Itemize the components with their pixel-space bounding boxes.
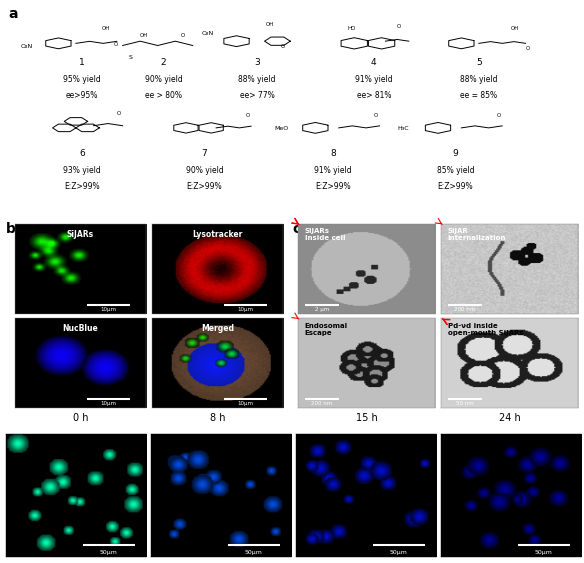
Text: 0 h: 0 h [72,413,88,423]
Text: ee>95%: ee>95% [65,91,98,100]
Text: ee = 85%: ee = 85% [460,91,498,100]
Text: 95% yield: 95% yield [63,75,100,84]
Text: O₂N: O₂N [20,44,33,48]
Text: 5: 5 [476,58,482,67]
Text: E:Z>99%: E:Z>99% [64,182,100,191]
Text: 10μm: 10μm [100,307,117,312]
Text: O: O [280,44,284,48]
Text: O: O [374,113,378,118]
Text: 85% yield: 85% yield [437,167,474,176]
Text: ee > 80%: ee > 80% [145,91,182,100]
Text: d: d [6,434,16,448]
Text: MeO: MeO [274,126,288,131]
Text: 1: 1 [79,58,85,67]
Text: O: O [114,42,118,47]
Text: O: O [496,113,500,118]
Text: a: a [9,7,18,20]
Text: OH: OH [511,26,519,32]
Text: O: O [245,113,249,118]
Text: Lysotracker: Lysotracker [192,230,243,239]
Text: OH: OH [266,22,274,27]
Text: ee> 81%: ee> 81% [356,91,391,100]
Text: 91% yield: 91% yield [314,167,352,176]
Text: SiJARs: SiJARs [67,230,94,239]
Text: 90% yield: 90% yield [186,167,223,176]
Text: 93% yield: 93% yield [63,167,100,176]
Text: 3: 3 [254,58,260,67]
Text: 91% yield: 91% yield [355,75,392,84]
Text: 10μm: 10μm [238,307,254,312]
Text: 8: 8 [330,149,336,158]
Text: 8 h: 8 h [210,413,225,423]
Text: 200 nm: 200 nm [454,307,475,312]
Text: NucBlue: NucBlue [62,324,98,333]
Text: 15 h: 15 h [356,413,377,423]
Text: 10μm: 10μm [100,401,117,406]
Text: S: S [128,55,133,60]
Text: c: c [292,222,300,236]
Text: E:Z>99%: E:Z>99% [437,182,474,191]
Text: 24 h: 24 h [499,413,520,423]
Text: SiJARs
Inside cell: SiJARs Inside cell [305,228,345,241]
Text: 50μm: 50μm [245,550,263,555]
Text: 7: 7 [201,149,207,158]
Text: O₂N: O₂N [201,30,214,35]
Text: 10μm: 10μm [238,401,254,406]
Text: E:Z>99%: E:Z>99% [186,182,223,191]
Text: 2 μm: 2 μm [315,307,329,312]
Text: 88% yield: 88% yield [460,75,498,84]
Text: b: b [6,222,16,236]
Text: 50μm: 50μm [100,550,118,555]
Text: 6: 6 [79,149,85,158]
Text: 90% yield: 90% yield [145,75,182,84]
Text: O: O [117,111,121,116]
Text: O: O [397,24,401,29]
Text: 50 nm: 50 nm [456,401,474,406]
Text: 9: 9 [453,149,458,158]
Text: 200 nm: 200 nm [311,401,332,406]
Text: HO: HO [347,26,356,32]
Text: SiJAR
Internalization: SiJAR Internalization [448,228,506,241]
Text: E:Z>99%: E:Z>99% [315,182,351,191]
Text: 4: 4 [371,58,377,67]
Text: O: O [181,33,185,38]
Text: OH: OH [102,26,110,32]
Text: 88% yield: 88% yield [238,75,276,84]
Text: OH: OH [140,33,148,38]
Text: Endosomal
Escape: Endosomal Escape [305,323,348,336]
Text: O: O [526,46,530,51]
Text: Pd-νd inside
open-mouth SiJARs: Pd-νd inside open-mouth SiJARs [448,323,523,336]
Text: Merged: Merged [201,324,234,333]
Text: 50μm: 50μm [535,550,553,555]
Text: H₃C: H₃C [397,126,409,131]
Text: 2: 2 [161,58,166,67]
Text: ee> 77%: ee> 77% [239,91,274,100]
Text: 50μm: 50μm [390,550,408,555]
